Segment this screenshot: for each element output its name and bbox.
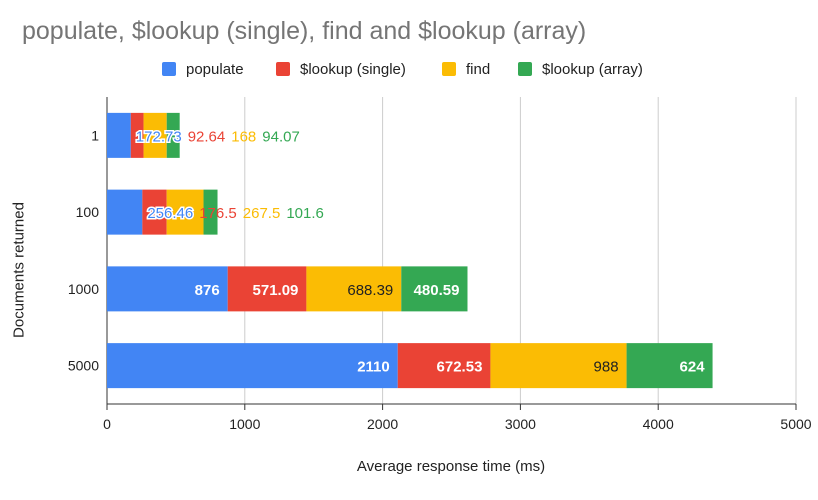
data-label-find-100: 267.5 — [243, 205, 281, 222]
bar-lookup-single-1 — [130, 112, 144, 158]
legend-label-find: find — [466, 60, 491, 78]
data-label-lookup-array-5000: 624 — [680, 359, 706, 376]
y-tick-label-1000: 1000 — [68, 281, 99, 297]
legend-swatch-populate — [162, 62, 176, 76]
bar-populate-1 — [107, 112, 131, 158]
data-label-lookup-single-1: 92.64 — [188, 128, 226, 145]
legend-swatch-find — [442, 62, 456, 76]
x-axis-label: Average response time (ms) — [356, 458, 546, 475]
x-tick-label-5000: 5000 — [780, 416, 811, 432]
bar-find-5000 — [490, 343, 627, 389]
bar-find-1000 — [306, 266, 402, 312]
data-label-find-5000: 988 — [594, 359, 619, 376]
data-label-find-1: 168 — [231, 128, 256, 145]
legend-label-lookup-array: $lookup (array) — [542, 60, 643, 78]
legend-swatch-lookup-single — [276, 62, 290, 76]
bar-populate-1000 — [107, 266, 228, 312]
bar-lookup-array-100 — [203, 189, 218, 235]
bar-find-1 — [143, 112, 167, 158]
y-tick-label-5000: 5000 — [68, 358, 99, 374]
bar-populate-5000 — [107, 343, 398, 389]
bar-lookup-array-1 — [166, 112, 180, 158]
legend-item-lookup-array: $lookup (array) — [518, 58, 643, 80]
legend: populate $lookup (single) find $lookup (… — [0, 58, 818, 82]
x-tick-label-2000: 2000 — [367, 416, 398, 432]
data-label-lookup-single-5000: 672.53 — [437, 359, 483, 376]
data-label-lookup-single-1000: 571.09 — [253, 282, 299, 299]
legend-label-populate: populate — [186, 60, 244, 78]
x-tick-label-4000: 4000 — [643, 416, 674, 432]
data-label-populate-5000: 2110 — [357, 359, 390, 376]
bar-lookup-array-1000 — [401, 266, 468, 312]
legend-item-lookup-single: $lookup (single) — [276, 58, 406, 80]
data-label-lookup-array-100: 101.6 — [286, 205, 324, 222]
data-label-populate-1000: 876 — [195, 282, 220, 299]
chart-title: populate, $lookup (single), find and $lo… — [22, 17, 587, 45]
y-tick-label-100: 100 — [76, 204, 100, 220]
bar-lookup-single-5000 — [397, 343, 491, 389]
bar-populate-100 — [107, 189, 143, 235]
bar-lookup-single-100 — [142, 189, 167, 235]
legend-swatch-lookup-array — [518, 62, 532, 76]
y-axis-label: Documents returned — [10, 202, 28, 338]
data-label-lookup-array-1000: 480.59 — [414, 282, 460, 299]
legend-item-populate: populate — [162, 58, 244, 80]
y-tick-label-1: 1 — [91, 127, 99, 143]
data-label-find-1000: 688.39 — [347, 282, 393, 299]
legend-item-find: find — [442, 58, 490, 80]
x-tick-label-1000: 1000 — [229, 416, 260, 432]
data-label-populate-100: 256.46 — [147, 205, 193, 222]
x-tick-label-0: 0 — [103, 416, 111, 432]
x-tick-label-3000: 3000 — [505, 416, 536, 432]
bar-lookup-single-1000 — [227, 266, 307, 312]
data-label-lookup-single-100: 176.5 — [199, 205, 237, 222]
bar-find-100 — [166, 189, 204, 235]
bar-lookup-array-5000 — [626, 343, 713, 389]
legend-label-lookup-single: $lookup (single) — [300, 60, 406, 78]
data-label-populate-1: 172.73 — [136, 128, 182, 145]
data-label-lookup-array-1: 94.07 — [262, 128, 300, 145]
